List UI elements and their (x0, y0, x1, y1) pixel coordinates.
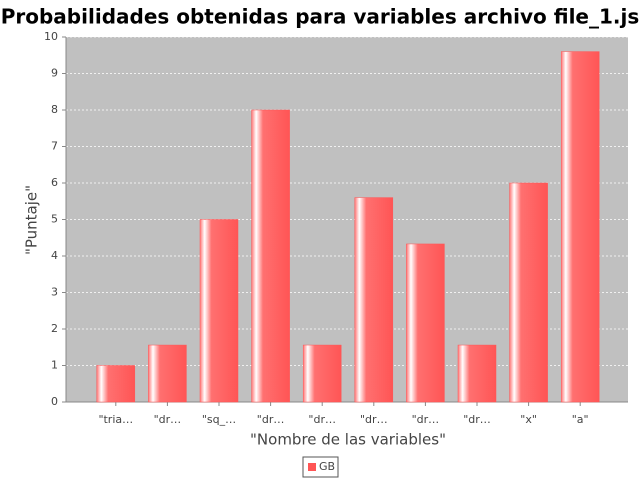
y-tick-label: 9 (51, 67, 58, 80)
bar (406, 243, 445, 403)
y-tick-label: 0 (51, 395, 58, 408)
legend-swatch (308, 463, 316, 471)
y-tick-label: 3 (51, 286, 58, 299)
y-tick-label: 7 (51, 140, 58, 153)
x-tick-label: "dr… (308, 413, 336, 426)
bar (560, 51, 600, 403)
bar (148, 344, 187, 403)
legend-box (302, 456, 339, 478)
x-tick-label: "dr… (154, 413, 182, 426)
bar (354, 197, 394, 403)
x-tick-label: "dr… (412, 413, 440, 426)
x-tick-label: "dr… (360, 413, 388, 426)
y-tick-label: 4 (51, 249, 58, 262)
y-tick-label: 1 (51, 359, 58, 372)
y-tick-label: 5 (51, 213, 58, 226)
x-tick-label: "sq_… (202, 413, 236, 426)
chart-title: "Probabilidades obtenidas para variables… (0, 5, 640, 29)
x-tick-label: "dr… (257, 413, 285, 426)
bar (302, 344, 342, 403)
x-tick-label: "a" (572, 413, 589, 426)
x-tick-label: "tria… (98, 413, 133, 426)
y-tick-label: 6 (51, 176, 58, 189)
bar (509, 182, 548, 403)
x-axis-label: "Nombre de las variables" (250, 431, 446, 449)
y-tick-label: 2 (51, 322, 58, 335)
x-tick-label: "x" (520, 413, 537, 426)
bar (96, 365, 136, 403)
bar (251, 109, 290, 403)
y-axis-label: "Puntaje" (23, 185, 41, 255)
bar (457, 344, 497, 403)
y-tick-label: 8 (51, 103, 58, 116)
legend-label: GB (319, 460, 335, 473)
bar (199, 219, 239, 403)
x-tick-label: "dr… (463, 413, 491, 426)
y-tick-label: 10 (44, 30, 58, 43)
